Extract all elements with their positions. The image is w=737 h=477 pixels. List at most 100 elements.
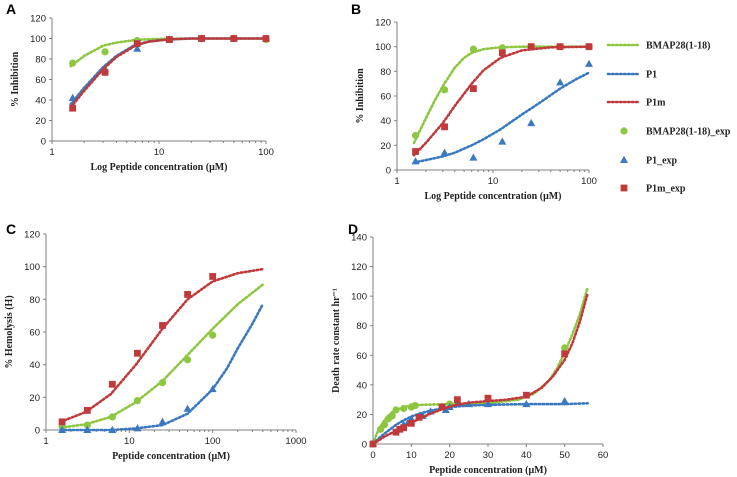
x-tick-label: 20 [444, 450, 455, 461]
legend-item: BMAP28(1-18)_exp [620, 127, 731, 138]
data-point-bmap [400, 404, 408, 413]
y-tick-label: 80 [380, 67, 391, 78]
data-point-p1m [484, 394, 492, 402]
data-point-p1 [556, 78, 565, 86]
data-point-p1m [438, 403, 446, 411]
y-tick-label: 20 [380, 141, 391, 152]
data-point-p1m [108, 380, 116, 388]
data-point-p1m [83, 407, 91, 414]
data-point-p1m [230, 35, 238, 42]
data-point-bmap [411, 401, 419, 410]
fit-line-p1 [412, 71, 591, 164]
data-point-p1 [498, 137, 507, 145]
y-tick-label: 40 [356, 380, 367, 391]
data-point-p1 [83, 425, 92, 433]
y-tick-label: 60 [35, 75, 46, 86]
legend-swatch-p1 [620, 155, 628, 163]
y-tick-label: 40 [380, 116, 391, 127]
y-tick-label: 120 [24, 230, 40, 241]
data-point-p1 [68, 93, 77, 101]
data-point-p1 [560, 396, 569, 405]
data-point-p1 [527, 118, 536, 127]
data-point-p1m [470, 85, 477, 92]
y-axis-label: % Inhibition [10, 51, 21, 107]
x-tick-label: 30 [483, 450, 494, 461]
x-tick-label: 1 [43, 436, 48, 447]
x-tick-label: 1000 [285, 436, 306, 447]
data-point-bmap [108, 413, 116, 421]
fit-line-bmap [412, 45, 591, 145]
data-point-bmap [392, 406, 400, 414]
x-tick-label: 10 [406, 450, 417, 461]
y-tick-label: 120 [375, 18, 391, 29]
legend-item: P1_exp [620, 156, 678, 167]
y-tick-label: 0 [35, 426, 40, 437]
data-point-p1 [108, 425, 117, 433]
y-tick-label: 40 [35, 96, 46, 107]
x-tick-label: 10 [488, 176, 499, 187]
data-point-p1m [134, 349, 141, 357]
y-axis-label: Death rate constant hr⁻¹ [331, 288, 342, 393]
data-point-p1m [498, 49, 506, 57]
x-axis-label: Peptide concentration (μM) [112, 451, 230, 462]
y-tick-label: 60 [356, 351, 367, 362]
data-point-p1m [556, 43, 564, 51]
x-tick-label: 1 [49, 147, 54, 158]
data-point-bmap [388, 412, 396, 420]
y-tick-label: 100 [24, 262, 40, 273]
data-point-p1 [484, 399, 492, 408]
x-tick-label: 40 [521, 450, 532, 461]
data-point-bmap [83, 421, 91, 429]
data-point-p1m [527, 43, 535, 51]
y-tick-label: 20 [35, 116, 46, 127]
panel-label: D [348, 221, 358, 237]
fit-line-p1m [59, 267, 265, 424]
legend-item: P1 [606, 70, 657, 81]
data-point-p1m [453, 396, 461, 404]
legend-label: P1 [646, 70, 657, 81]
data-point-bmap [411, 131, 420, 140]
data-point-p1m [159, 322, 166, 329]
x-tick-label: 50 [559, 450, 570, 461]
data-point-p1m [58, 418, 66, 426]
y-tick-label: 120 [30, 14, 46, 25]
legend: BMAP28(1-18) P1 P1m BMAP28(1-18)_exp P1_exp P… [606, 41, 731, 195]
data-point-bmap [440, 86, 449, 94]
data-point-p1m [262, 35, 270, 42]
data-point-p1m [585, 43, 593, 51]
y-tick-label: 100 [375, 42, 391, 53]
x-tick-label: 100 [205, 436, 221, 447]
legend-item: BMAP28(1-18) [606, 41, 710, 52]
x-tick-label: 10 [124, 436, 135, 447]
y-tick-label: 20 [29, 393, 40, 404]
y-tick-label: 0 [41, 137, 46, 148]
legend-label: P1m_exp [646, 184, 686, 195]
data-point-p1m [407, 419, 415, 427]
y-tick-label: 120 [351, 262, 367, 273]
data-point-p1 [585, 59, 593, 67]
data-point-p1m [522, 391, 530, 399]
y-tick-label: 80 [29, 295, 40, 306]
data-point-bmap [183, 356, 192, 364]
data-point-p1m [412, 148, 419, 155]
data-point-bmap [380, 421, 389, 429]
legend-label: P1_exp [646, 156, 678, 167]
data-point-p1m [198, 35, 205, 42]
y-tick-label: 100 [351, 292, 367, 303]
x-tick-label: 100 [258, 147, 274, 158]
y-tick-label: 140 [351, 233, 367, 244]
x-tick-label: 0 [370, 450, 375, 461]
data-point-p1 [158, 417, 167, 425]
data-point-bmap [101, 48, 109, 56]
panel-label: C [6, 221, 16, 237]
panel-label: B [351, 1, 361, 17]
y-tick-label: 80 [356, 321, 367, 332]
x-tick-label: 10 [154, 147, 165, 158]
legend-label: BMAP28(1-18)_exp [646, 127, 731, 138]
legend-label: P1m [646, 98, 666, 109]
data-point-p1 [58, 425, 67, 433]
data-point-p1 [208, 384, 217, 393]
